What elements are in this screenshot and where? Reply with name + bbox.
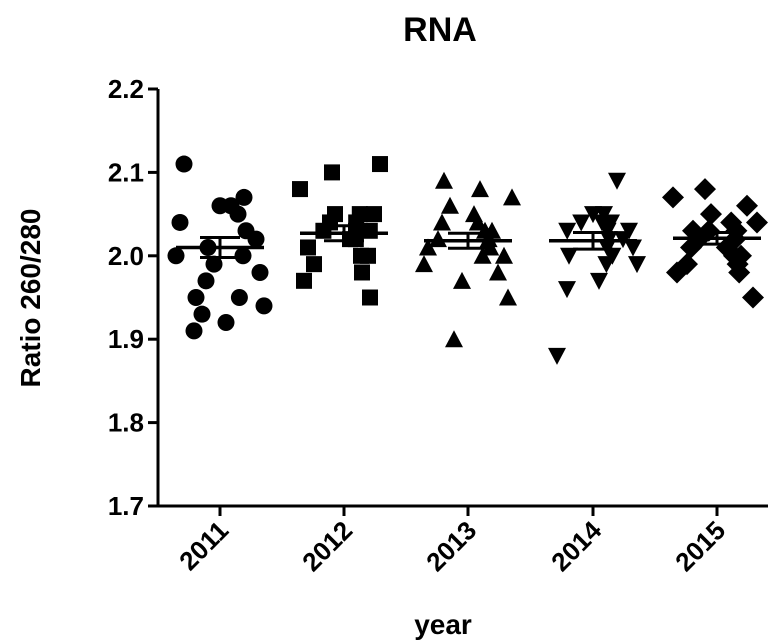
data-point-triangle-up	[468, 213, 487, 231]
mean-sem-bars	[176, 224, 761, 259]
data-point-circle	[197, 272, 215, 290]
data-point-square	[324, 164, 340, 181]
data-point-circle	[205, 255, 223, 273]
x-tick-label: 2014	[545, 515, 607, 577]
data-point-triangle-down	[624, 239, 642, 257]
data-points	[167, 155, 768, 365]
data-point-triangle-up	[429, 230, 447, 248]
y-tick-label: 2.0	[108, 241, 144, 271]
data-point-triangle-down	[590, 272, 608, 290]
data-point-circle	[235, 188, 253, 206]
data-point-triangle-up	[473, 246, 492, 264]
axes	[156, 89, 768, 508]
data-point-triangle-up	[441, 196, 459, 214]
y-tick-label: 2.2	[108, 74, 144, 104]
x-tick-label: 2011	[173, 515, 234, 576]
data-point-circle	[167, 247, 185, 265]
data-point-triangle-up	[453, 271, 471, 289]
data-point-square	[372, 156, 388, 173]
x-ticks: 2011 2012 2013 2014 2015	[173, 506, 731, 577]
data-point-circle	[255, 297, 273, 315]
data-point-circle	[251, 263, 269, 281]
data-point-diamond	[700, 203, 722, 226]
data-point-triangle-up	[471, 180, 489, 198]
data-point-triangle-up	[435, 171, 453, 189]
data-point-triangle-down	[560, 247, 578, 265]
data-point-diamond	[694, 178, 716, 201]
data-point-triangle-up	[419, 238, 437, 256]
data-point-triangle-up	[415, 255, 433, 273]
data-point-square	[361, 222, 378, 239]
data-point-triangle-down	[608, 172, 626, 190]
data-point-square	[292, 181, 308, 198]
data-point-triangle-down	[558, 281, 576, 299]
data-point-diamond	[736, 194, 758, 217]
data-point-diamond	[680, 236, 702, 259]
data-point-diamond	[746, 211, 768, 234]
data-point-circle	[171, 213, 189, 231]
data-point-triangle-down	[558, 222, 577, 240]
data-point-circle	[217, 314, 235, 332]
data-point-square	[300, 239, 316, 256]
y-ticks: 1.7 1.8 1.9 2.0 2.1 2.2	[108, 74, 158, 521]
data-point-triangle-up	[481, 238, 500, 256]
y-tick-label: 1.9	[108, 324, 144, 354]
chart-title: RNA	[403, 11, 477, 49]
data-point-circle	[175, 155, 193, 173]
y-axis-label: Ratio 260/280	[15, 209, 46, 388]
x-tick-label: 2013	[420, 515, 482, 577]
data-point-triangle-up	[499, 288, 517, 306]
data-point-square	[347, 231, 364, 248]
y-tick-label: 1.7	[108, 491, 144, 521]
data-point-triangle-down	[628, 256, 646, 274]
data-point-triangle-down	[572, 214, 591, 232]
data-point-triangle-down	[548, 347, 566, 365]
x-tick-label: 2012	[296, 515, 358, 577]
data-point-triangle-up	[503, 188, 521, 206]
data-point-diamond	[662, 186, 684, 209]
data-point-diamond	[666, 261, 688, 284]
data-point-circle	[247, 230, 265, 248]
data-point-square	[354, 264, 370, 281]
data-point-diamond	[728, 261, 751, 284]
data-point-square	[353, 247, 369, 264]
y-tick-label: 1.8	[108, 408, 144, 438]
data-point-circle	[234, 247, 252, 265]
data-point-circle	[187, 289, 205, 306]
y-tick-label: 2.1	[108, 157, 144, 187]
data-point-circle	[185, 322, 203, 340]
data-point-circle	[193, 305, 211, 323]
data-point-square	[366, 206, 382, 223]
data-point-triangle-up	[489, 263, 507, 281]
x-tick-label: 2015	[669, 515, 731, 577]
x-axis-label: year	[414, 609, 472, 640]
data-point-triangle-up	[495, 246, 513, 264]
data-point-triangle-up	[479, 230, 498, 248]
data-point-square	[306, 256, 322, 273]
data-point-triangle-up	[445, 330, 463, 348]
data-point-circle	[229, 205, 247, 223]
data-point-square	[362, 289, 378, 306]
data-point-square	[296, 272, 312, 289]
data-point-circle	[230, 289, 248, 306]
data-point-triangle-down	[597, 256, 616, 274]
data-point-diamond	[742, 286, 764, 309]
data-point-triangle-up	[433, 213, 451, 231]
